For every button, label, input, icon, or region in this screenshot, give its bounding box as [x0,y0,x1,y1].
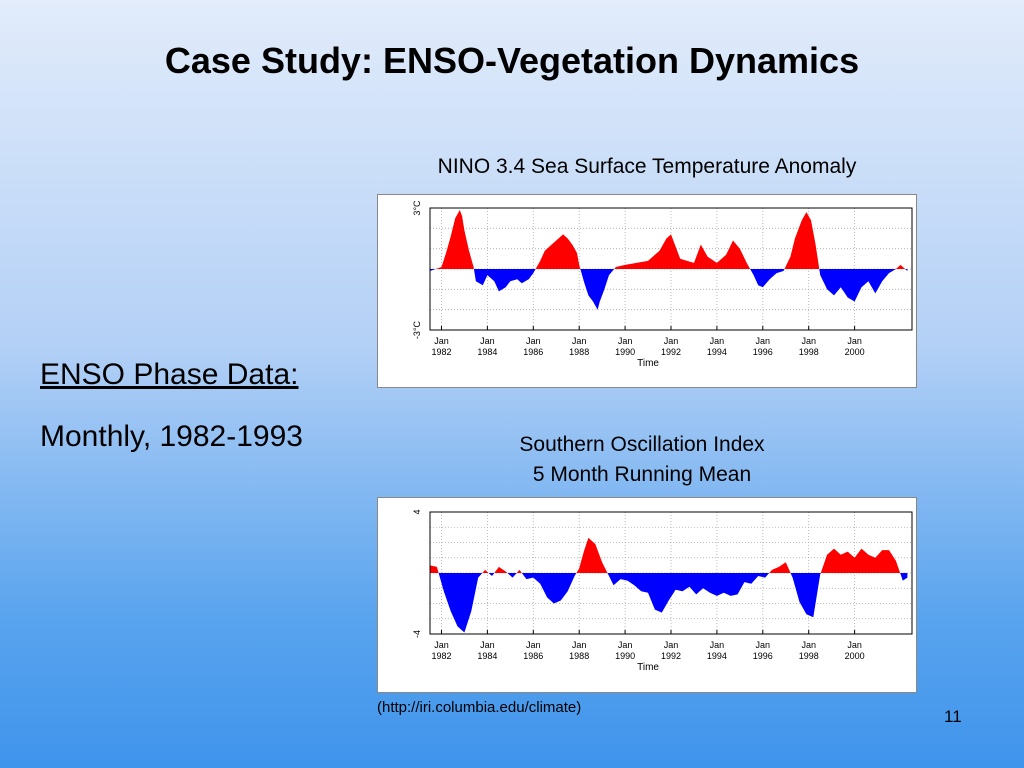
x-tick-label: 1998 [799,347,819,357]
x-tick-label: 1982 [431,347,451,357]
x-axis-title: Time [637,358,659,369]
x-tick-label: 1988 [569,347,589,357]
x-tick-label: 1990 [615,347,635,357]
x-tick-label: 1984 [477,651,497,661]
x-tick-label: Jan [756,640,771,650]
nino34-chart: 3°C-3°CJan1982Jan1984Jan1986Jan1988Jan19… [412,200,913,369]
x-tick-label: Jan [710,640,725,650]
chart-1-frame: 3°C -3°C Jan 1982 Jan 1984 Jan 1986 Jan 1988 Jan 19… [377,194,917,388]
x-tick-label: 2000 [845,651,865,661]
x-tick-label: 1992 [661,651,681,661]
x-tick-label: Jan [664,640,679,650]
x-tick-label: Jan [434,336,449,346]
x-tick-label: 1998 [799,651,819,661]
x-tick-label: 1996 [753,347,773,357]
x-tick-label: 1994 [707,651,727,661]
x-tick-label: Jan [756,336,771,346]
x-tick-label: Jan [480,640,495,650]
x-tick-label: 1992 [661,347,681,357]
chart-1-title: NINO 3.4 Sea Surface Temperature Anomaly [437,155,857,178]
slide-title: Case Study: ENSO-Vegetation Dynamics [164,40,860,81]
chart-2-title: Southern Oscillation Index 5 Month Runni… [519,433,765,486]
source-note: (http://iri.columbia.edu/climate) [377,699,582,716]
x-tick-label: 1994 [707,347,727,357]
soi-chart: 4-4Jan1982Jan1984Jan1986Jan1988Jan1990Ja… [412,509,913,673]
x-tick-label: Jan [480,336,495,346]
y-tick-label: 4 [412,509,422,514]
x-tick-label: Jan [572,336,587,346]
x-tick-label: Jan [801,640,816,650]
x-tick-label: Jan [572,640,587,650]
x-tick-label: 1990 [615,651,635,661]
x-tick-label: 1986 [523,651,543,661]
chart-2-frame: 4 -4 Jan 1982 Jan 1984 Jan 1986 Jan 1988 Jan 1990 Ja… [377,497,917,693]
negative-anomaly-area [430,269,908,310]
x-tick-label: 1996 [753,651,773,661]
x-tick-label: Jan [710,336,725,346]
x-tick-label: Jan [526,640,541,650]
x-tick-label: Jan [618,336,633,346]
x-tick-label: Jan [847,640,862,650]
x-tick-label: Jan [801,336,816,346]
x-axis-title: Time [637,662,659,673]
positive-anomaly-area [430,537,908,573]
positive-anomaly-area [430,210,908,269]
y-tick-label: -3°C [412,320,422,339]
enso-phase-period: Monthly, 1982-1993 [40,420,303,453]
x-tick-label: 1982 [431,651,451,661]
x-tick-label: 2000 [845,347,865,357]
y-tick-label: 3°C [412,200,422,216]
x-tick-label: 1984 [477,347,497,357]
x-tick-label: 1988 [569,651,589,661]
enso-phase-heading: ENSO Phase Data: [40,358,299,391]
x-tick-label: Jan [526,336,541,346]
y-tick-label: -4 [412,630,422,638]
x-tick-label: Jan [434,640,449,650]
x-tick-label: Jan [618,640,633,650]
x-tick-label: 1986 [523,347,543,357]
x-tick-label: Jan [847,336,862,346]
x-tick-label: Jan [664,336,679,346]
negative-anomaly-area [430,573,908,633]
page-number: 11 [944,707,962,726]
